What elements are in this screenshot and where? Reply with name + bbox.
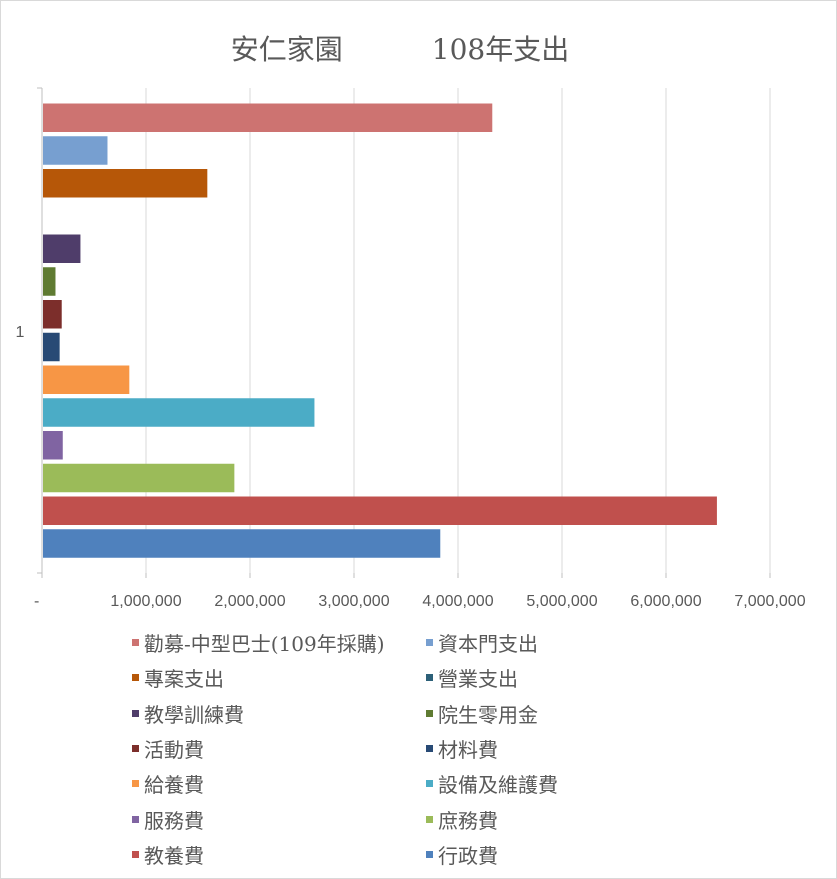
legend-item: 活動費 bbox=[132, 731, 426, 766]
bar bbox=[43, 431, 63, 460]
legend-swatch bbox=[132, 639, 139, 647]
legend-item: 設備及維護費 bbox=[426, 766, 726, 801]
legend-label: 教養費 bbox=[144, 843, 204, 868]
legend-item: 營業支出 bbox=[426, 660, 726, 695]
legend-label: 活動費 bbox=[144, 738, 204, 763]
bar bbox=[43, 300, 62, 329]
legend-label: 服務費 bbox=[144, 808, 204, 833]
legend-item: 行政費 bbox=[426, 837, 726, 872]
legend-label: 院生零用金 bbox=[438, 702, 538, 727]
legend-label: 資本門支出 bbox=[438, 632, 538, 657]
bar bbox=[43, 136, 108, 165]
bar bbox=[43, 496, 717, 525]
axis bbox=[37, 87, 771, 578]
bar bbox=[43, 234, 81, 263]
x-tick-label: 3,000,000 bbox=[318, 593, 389, 610]
bar bbox=[43, 103, 493, 132]
legend-label: 專案支出 bbox=[144, 667, 224, 692]
x-tick-labels: - 1,000,000 2,000,000 3,000,000 4,000,000 5,0… bbox=[34, 593, 806, 610]
bar bbox=[43, 365, 130, 394]
legend-item: 服務費 bbox=[132, 801, 426, 836]
bar bbox=[43, 169, 208, 198]
legend-item: 教養費 bbox=[132, 837, 426, 872]
bar bbox=[43, 463, 235, 493]
legend: 勸募-中型巴士(109年採購) 資本門支出專案支出 營業支出教學訓練費 院生零用金活動… bbox=[132, 625, 752, 872]
bar bbox=[43, 529, 441, 558]
legend-swatch bbox=[132, 709, 139, 717]
legend-swatch bbox=[426, 709, 433, 717]
legend-swatch bbox=[132, 745, 139, 753]
legend-swatch bbox=[426, 745, 433, 753]
bar bbox=[43, 398, 315, 427]
legend-item: 給養費 bbox=[132, 766, 426, 801]
legend-label: 行政費 bbox=[438, 843, 498, 868]
y-category-label: 1 bbox=[16, 324, 25, 341]
legend-label: 庶務費 bbox=[438, 808, 498, 833]
legend-item: 庶務費 bbox=[426, 801, 726, 836]
legend-label: 設備及維護費 bbox=[438, 773, 558, 798]
legend-item: 勸募-中型巴士(109年採購) bbox=[132, 625, 426, 660]
legend-swatch bbox=[426, 674, 433, 682]
x-tick-label: - bbox=[34, 593, 39, 610]
x-tick-label: 2,000,000 bbox=[214, 593, 285, 610]
legend-label: 給養費 bbox=[144, 773, 204, 798]
legend-item: 材料費 bbox=[426, 731, 726, 766]
x-tick-label: 1,000,000 bbox=[110, 593, 181, 610]
legend-item: 院生零用金 bbox=[426, 696, 726, 731]
bar bbox=[43, 332, 60, 362]
legend-swatch bbox=[132, 674, 139, 682]
x-tick-label: 4,000,000 bbox=[422, 593, 493, 610]
legend-swatch bbox=[426, 815, 433, 823]
legend-item: 專案支出 bbox=[132, 660, 426, 695]
x-tick-label: 5,000,000 bbox=[526, 593, 597, 610]
legend-swatch bbox=[132, 850, 139, 858]
legend-label: 材料費 bbox=[438, 738, 498, 763]
legend-swatch bbox=[132, 815, 139, 823]
legend-label: 營業支出 bbox=[438, 667, 518, 692]
legend-swatch bbox=[132, 780, 139, 788]
legend-swatch bbox=[426, 780, 433, 788]
legend-label: 教學訓練費 bbox=[144, 702, 244, 727]
x-tick-label: 7,000,000 bbox=[734, 593, 805, 610]
legend-swatch bbox=[426, 850, 433, 858]
x-tick-label: 6,000,000 bbox=[630, 593, 701, 610]
chart-title: 安仁家園 108年支出 bbox=[230, 33, 570, 66]
legend-item: 資本門支出 bbox=[426, 625, 726, 660]
legend-item: 教學訓練費 bbox=[132, 696, 426, 731]
bar bbox=[43, 267, 56, 296]
bars bbox=[43, 103, 717, 558]
legend-label: 勸募-中型巴士(109年採購) bbox=[144, 632, 385, 657]
legend-swatch bbox=[426, 639, 433, 647]
